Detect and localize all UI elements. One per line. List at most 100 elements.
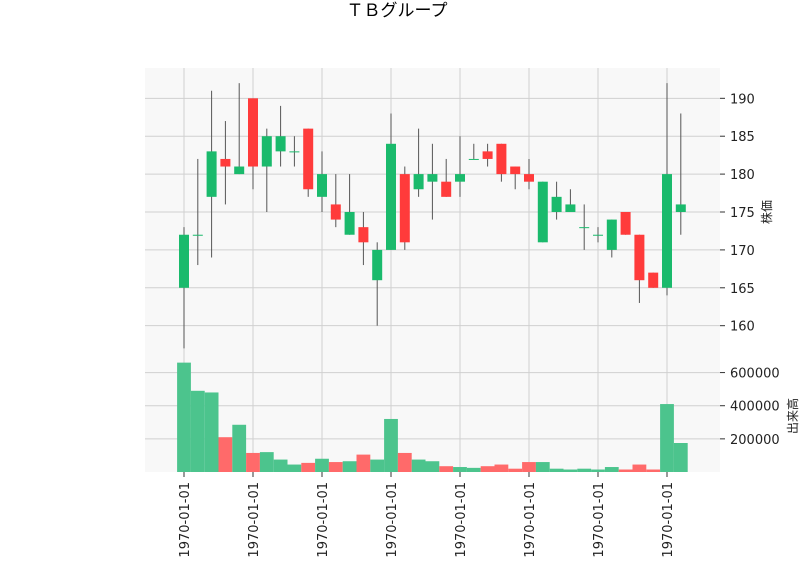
volume-bar <box>301 462 316 472</box>
candle-body <box>593 234 603 236</box>
x-tick-label: 1970-01-01 <box>661 482 676 558</box>
volume-bar <box>591 469 605 472</box>
volume-bar <box>563 469 578 472</box>
volume-bar <box>494 464 509 472</box>
candle-body <box>427 174 438 182</box>
volume-bar <box>342 461 357 472</box>
candle-body <box>510 166 521 175</box>
chart-title: ＴＢグループ <box>347 1 448 21</box>
candle-body <box>234 166 245 175</box>
volume-bar <box>549 468 564 472</box>
candle-body <box>482 151 493 159</box>
candle-body <box>179 234 189 288</box>
candle-body <box>220 158 231 167</box>
candle-body <box>317 174 327 197</box>
volume-tick-label: 600000 <box>730 367 780 382</box>
price-tick-label: 165 <box>730 282 755 297</box>
volume-bar <box>425 461 440 472</box>
x-tick-label: 1970-01-01 <box>316 482 331 558</box>
price-tick-label: 170 <box>730 244 755 259</box>
volume-bar <box>370 459 385 472</box>
volume-bar <box>646 469 661 472</box>
volume-bar <box>453 467 467 472</box>
price-tick-label: 175 <box>730 206 755 221</box>
price-axis-label: 株価 <box>759 200 774 224</box>
price-tick-label: 180 <box>730 168 755 183</box>
volume-bar <box>673 443 688 472</box>
candle-body <box>455 174 465 182</box>
candle-body <box>620 212 631 235</box>
candle-body <box>358 227 369 243</box>
x-tick-label: 1970-01-01 <box>523 482 538 558</box>
candle-body <box>399 174 410 243</box>
volume-bar <box>218 437 233 472</box>
volume-bars <box>177 362 688 472</box>
x-tick-label: 1970-01-01 <box>454 482 469 558</box>
candle-body <box>524 174 534 182</box>
candle-body <box>551 196 562 212</box>
volume-bar <box>232 424 247 472</box>
candle-body <box>675 204 686 212</box>
volume-bar <box>632 464 647 472</box>
volume-axis-label: 出来高 <box>785 398 800 434</box>
candle-body <box>468 158 479 160</box>
candle-body <box>634 234 645 281</box>
price-axis: 160 165 170 175 180 185 190 <box>720 92 755 335</box>
volume-bar <box>204 392 219 472</box>
candle-body <box>344 212 355 235</box>
volume-bar <box>618 469 633 472</box>
price-tick-label: 185 <box>730 130 755 145</box>
volume-bar <box>287 464 302 472</box>
candle-body <box>192 234 203 236</box>
x-tick-label: 1970-01-01 <box>592 482 607 558</box>
volume-bar <box>604 467 619 472</box>
candle-body <box>579 227 590 229</box>
volume-bar <box>356 454 371 472</box>
candle-body <box>372 249 383 281</box>
volume-bar <box>466 467 481 472</box>
x-tick-label: 1970-01-01 <box>247 482 262 558</box>
volume-bar <box>480 466 495 472</box>
volume-bar <box>411 459 426 472</box>
price-tick-label: 190 <box>730 92 755 107</box>
volume-bar <box>384 418 398 472</box>
volume-bar <box>328 462 343 472</box>
candle-body <box>206 151 217 197</box>
candles <box>179 83 686 349</box>
volume-bar <box>190 390 205 472</box>
x-axis: 1970-01-01 1970-01-01 1970-01-01 1970-01-01… <box>178 472 676 558</box>
candle-body <box>261 136 272 167</box>
candle-body <box>386 143 396 250</box>
candle-body <box>565 204 576 212</box>
candle-body <box>275 136 286 152</box>
volume-bar <box>397 452 412 472</box>
volume-bar <box>522 462 536 472</box>
candle-body <box>648 272 659 288</box>
candle-body <box>413 174 424 190</box>
volume-bar <box>315 458 329 472</box>
candle-body <box>248 98 258 167</box>
volume-bar <box>259 452 274 472</box>
volume-bar <box>246 452 260 472</box>
candle-body <box>441 181 452 197</box>
volume-tick-label: 400000 <box>730 400 780 415</box>
volume-bar <box>660 404 674 472</box>
volume-bar <box>508 468 523 472</box>
candle-body <box>496 143 507 175</box>
volume-bar <box>177 362 191 472</box>
candle-body <box>289 151 300 153</box>
volume-bar <box>535 462 550 472</box>
candle-body <box>662 174 672 288</box>
volume-bar <box>273 459 288 472</box>
price-tick-label: 160 <box>730 320 755 335</box>
candle-body <box>606 219 617 250</box>
x-tick-label: 1970-01-01 <box>385 482 400 558</box>
candle-body <box>303 128 314 190</box>
volume-axis: 200000 400000 600000 <box>720 367 780 448</box>
candle-body <box>330 204 341 220</box>
volume-bar <box>577 468 592 472</box>
candle-body <box>537 181 548 243</box>
volume-tick-label: 200000 <box>730 433 780 448</box>
x-tick-label: 1970-01-01 <box>178 482 193 558</box>
